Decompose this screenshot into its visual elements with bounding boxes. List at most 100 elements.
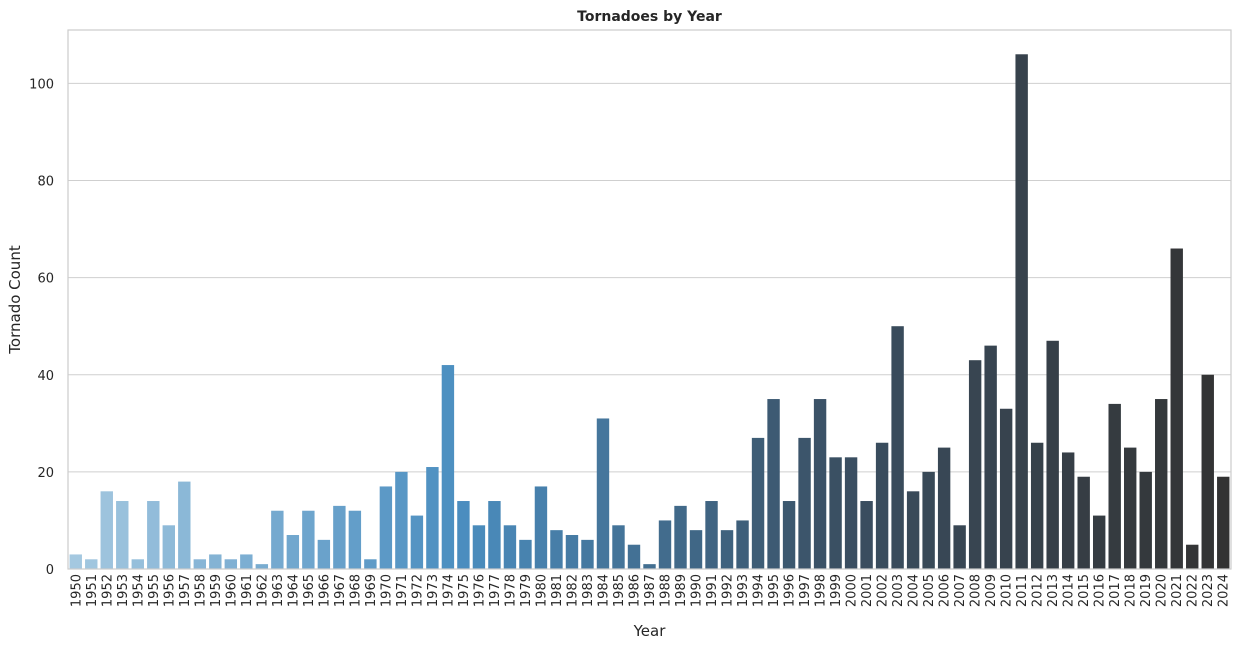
- bar-1958: [193, 559, 207, 569]
- x-tick-label: 1955: [147, 574, 162, 607]
- x-tick-label: 1951: [85, 574, 100, 607]
- x-tick-label: 1968: [348, 574, 363, 607]
- x-tick-label: 2018: [1124, 574, 1139, 607]
- x-tick-label: 1952: [100, 574, 115, 607]
- bar-2003: [891, 326, 904, 569]
- x-tick-label: 1953: [116, 574, 131, 607]
- bar-2001: [860, 501, 873, 569]
- bar-1995: [767, 399, 780, 569]
- x-tick-label: 1998: [814, 574, 829, 607]
- x-tick-label: 1954: [131, 574, 146, 607]
- x-tick-label: 1961: [240, 574, 255, 607]
- bar-2017: [1108, 403, 1121, 569]
- x-tick-label: 1962: [255, 574, 270, 607]
- y-tick-label: 60: [37, 272, 54, 287]
- x-tick-label: 2015: [1077, 574, 1092, 607]
- x-tick-label: 2017: [1108, 574, 1123, 607]
- x-tick-label: 1960: [224, 574, 239, 607]
- bar-1967: [333, 505, 346, 569]
- x-tick-label: 2006: [938, 574, 953, 607]
- bar-2006: [937, 447, 951, 569]
- bar-2000: [844, 457, 858, 569]
- x-tick-label: 1971: [395, 574, 410, 607]
- x-axis-label: Year: [633, 622, 667, 640]
- bar-1981: [550, 530, 563, 569]
- x-tick-label: 2016: [1093, 574, 1108, 607]
- x-tick-label: 1993: [736, 574, 751, 607]
- bar-1962: [255, 564, 269, 569]
- bar-1978: [503, 525, 517, 569]
- x-tick-label: 2011: [1015, 574, 1030, 607]
- x-tick-label: 2000: [845, 574, 860, 607]
- bar-1979: [519, 539, 532, 569]
- x-tick-label: 1991: [705, 574, 720, 607]
- x-tick-label: 1985: [612, 574, 627, 607]
- x-tick-label: 1969: [364, 574, 379, 607]
- x-tick-label: 1999: [829, 574, 844, 607]
- bar-1953: [116, 501, 129, 569]
- bar-2012: [1030, 442, 1044, 569]
- x-tick-label: 1978: [503, 574, 518, 607]
- bar-2024: [1217, 476, 1230, 569]
- x-tick-label: 2014: [1062, 574, 1077, 607]
- bar-1969: [364, 559, 377, 569]
- x-tick-label: 1988: [659, 574, 674, 607]
- y-tick-label: 20: [37, 466, 54, 481]
- bar-2021: [1170, 248, 1183, 569]
- bar-2016: [1092, 515, 1106, 569]
- x-tick-label: 1966: [317, 574, 332, 607]
- x-tick-label: 1976: [472, 574, 487, 607]
- bar-1994: [751, 437, 765, 569]
- x-tick-label: 1977: [488, 574, 503, 607]
- x-tick-label: 1965: [302, 574, 317, 607]
- x-tick-label: 1986: [627, 574, 642, 607]
- bar-1976: [472, 525, 486, 569]
- bar-1990: [689, 530, 703, 569]
- x-tick-label: 2007: [953, 574, 968, 607]
- bar-1998: [813, 399, 827, 569]
- bar-2023: [1201, 374, 1214, 569]
- x-tick-label: 1974: [441, 574, 456, 607]
- x-tick-label: 1957: [178, 574, 193, 607]
- bar-1977: [488, 501, 501, 569]
- bar-1966: [317, 539, 331, 569]
- bars: [69, 54, 1230, 569]
- x-tick-label: 1979: [519, 574, 534, 607]
- x-tick-label: 2001: [860, 574, 875, 607]
- bar-1983: [581, 539, 594, 569]
- y-axis-label: Tornado Count: [6, 245, 24, 355]
- x-tick-label: 1996: [783, 574, 798, 607]
- x-tick-label: 1970: [379, 574, 394, 607]
- bar-1980: [534, 486, 548, 569]
- x-tick-label: 2012: [1031, 574, 1046, 607]
- bar-1964: [286, 535, 300, 569]
- y-tick-labels: 0 20 40 60 80 100: [29, 77, 54, 578]
- bar-1987: [643, 564, 656, 569]
- bar-1957: [178, 481, 191, 569]
- x-tick-label: 1972: [410, 574, 425, 607]
- x-tick-label: 1964: [286, 574, 301, 607]
- bar-2005: [922, 471, 935, 569]
- bar-1954: [131, 559, 144, 569]
- x-tick-label: 1958: [193, 574, 208, 607]
- bar-1952: [100, 491, 113, 569]
- plot-frame: [67, 29, 1232, 570]
- bar-1991: [705, 501, 718, 569]
- chart-title: Tornadoes by Year: [577, 9, 722, 25]
- bar-1988: [658, 520, 672, 569]
- bar-2014: [1061, 452, 1075, 569]
- bar-2004: [906, 491, 920, 569]
- bar-1999: [829, 457, 842, 569]
- bar-2011: [1015, 54, 1028, 569]
- bar-1950: [69, 554, 82, 569]
- x-tick-label: 2005: [922, 574, 937, 607]
- bar-1959: [209, 554, 222, 569]
- x-tick-label: 1987: [643, 574, 658, 607]
- bar-1951: [85, 559, 98, 569]
- bar-2018: [1124, 447, 1137, 569]
- y-tick-label: 100: [29, 77, 54, 92]
- bar-1963: [271, 510, 284, 569]
- x-tick-label: 1973: [426, 574, 441, 607]
- x-tick-label: 1983: [581, 574, 596, 607]
- bar-1973: [426, 467, 439, 569]
